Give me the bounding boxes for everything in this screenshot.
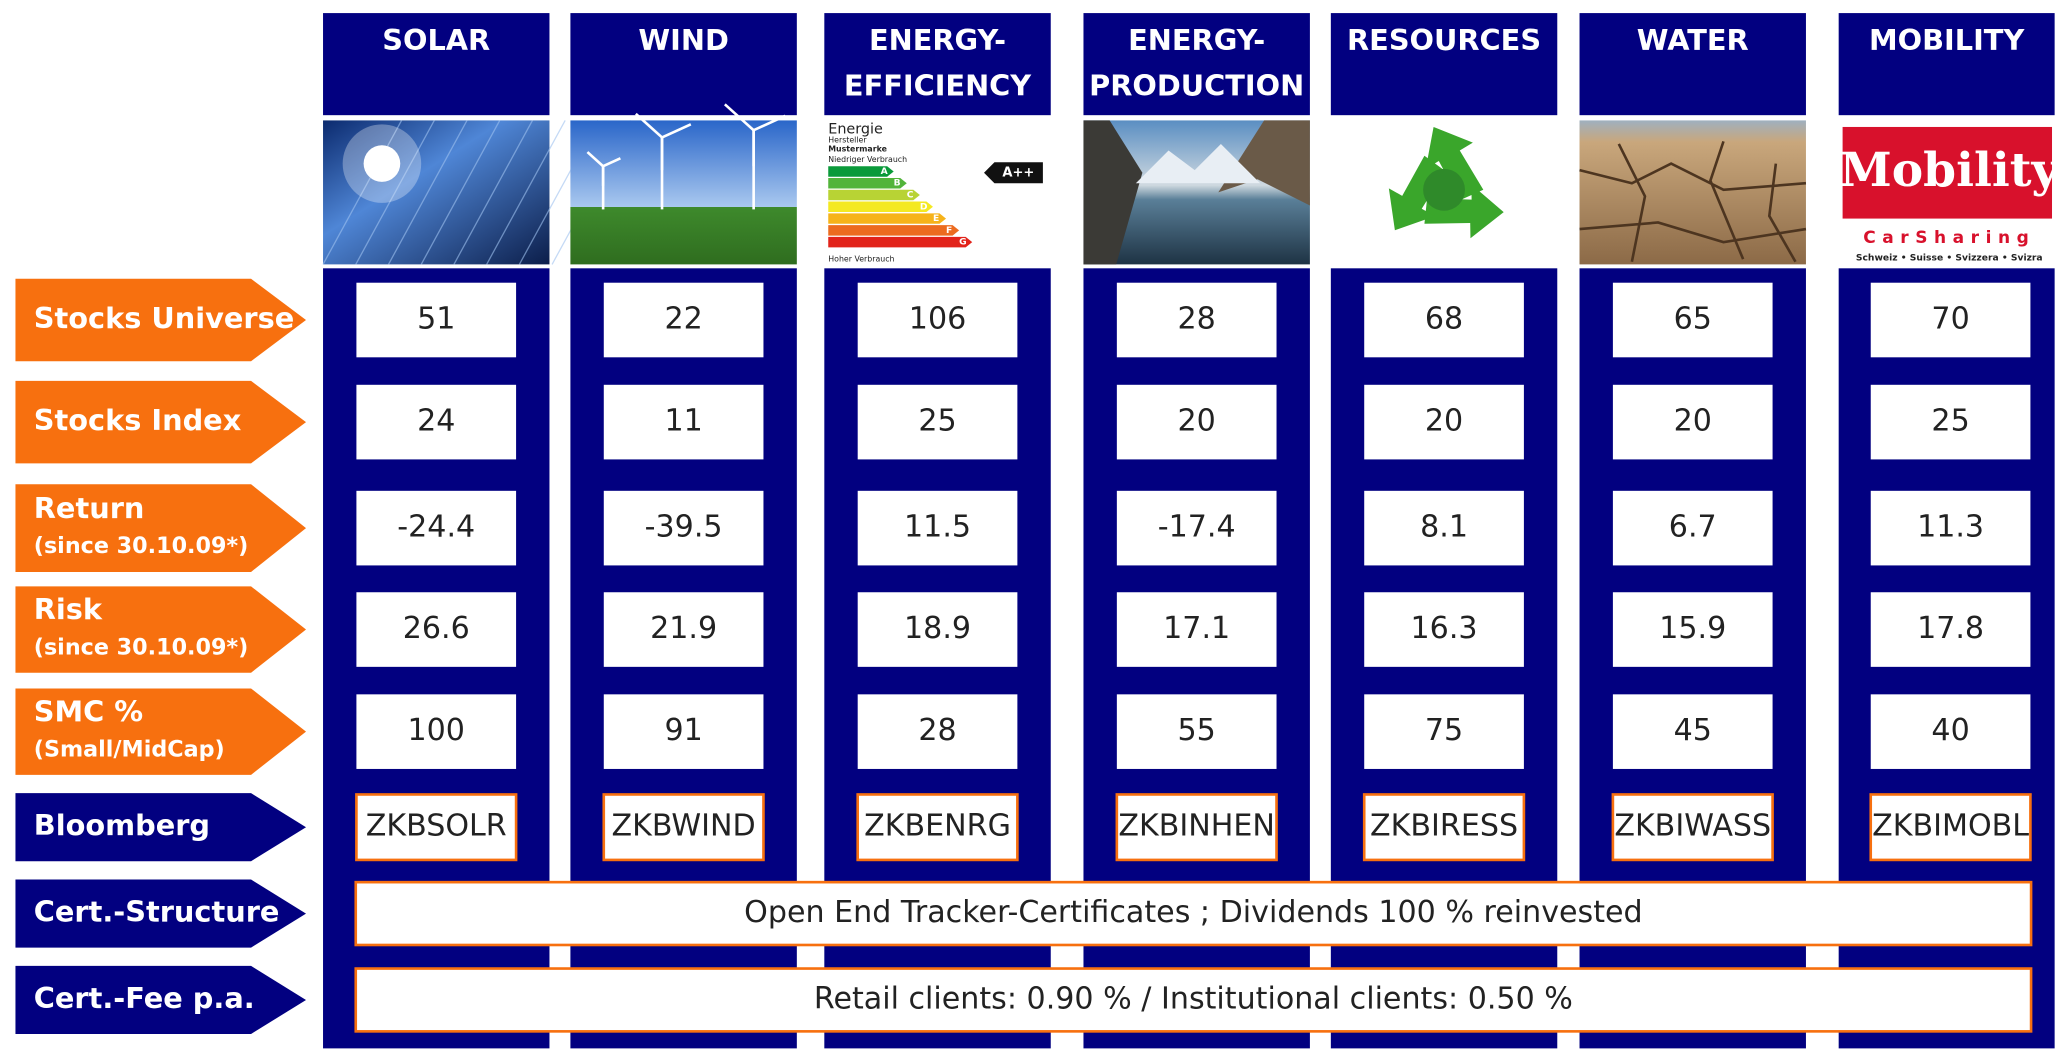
label-text: Hoher Verbrauch <box>828 255 894 264</box>
value: 6.7 <box>1669 510 1717 545</box>
value: 24 <box>417 404 455 439</box>
class-letter: A <box>881 166 889 177</box>
row-label: Risk <box>34 592 103 626</box>
class-bar <box>828 213 946 223</box>
ticker: ZKBWIND <box>611 809 755 844</box>
class-letter: D <box>920 201 928 212</box>
row-label: Return <box>34 491 145 525</box>
value: -24.4 <box>397 510 475 545</box>
row-label: Stocks Universe <box>34 301 294 335</box>
row-label: Cert.-Structure <box>34 895 280 929</box>
column-title: RESOURCES <box>1347 23 1541 57</box>
value: 22 <box>664 302 702 337</box>
value: 28 <box>1178 302 1216 337</box>
class-letter: C <box>907 190 914 201</box>
value: 45 <box>1674 713 1712 748</box>
value: 16.3 <box>1411 611 1478 646</box>
column-title: ENERGY- <box>869 23 1006 57</box>
value: 100 <box>408 713 465 748</box>
value: 17.1 <box>1163 611 1230 646</box>
value: -17.4 <box>1158 510 1236 545</box>
ticker: ZKBINHEN <box>1118 809 1275 844</box>
row-note: (since 30.10.09*) <box>34 634 249 660</box>
ticker: ZKBIMOBL <box>1872 809 2029 844</box>
column-title: PRODUCTION <box>1089 69 1304 103</box>
value: 55 <box>1178 713 1216 748</box>
value: 75 <box>1425 713 1463 748</box>
span-text: Retail clients: 0.90 % / Institutional c… <box>814 981 1573 1016</box>
ticker: ZKBIRESS <box>1370 809 1518 844</box>
value: -39.5 <box>645 510 723 545</box>
label-text: Mustermarke <box>828 145 887 154</box>
value: 11.5 <box>904 510 971 545</box>
column-title: WATER <box>1637 23 1749 57</box>
logo-tagline: CarSharing <box>1863 228 2035 248</box>
span-text: Open End Tracker-Certificates ; Dividend… <box>744 895 1642 930</box>
column-title: ENERGY- <box>1128 23 1265 57</box>
label-text: Niedriger Verbrauch <box>828 155 907 164</box>
row-label: SMC % <box>34 694 143 728</box>
value: 106 <box>909 302 966 337</box>
globe <box>1423 169 1465 211</box>
value: 25 <box>1931 404 1969 439</box>
class-letter: F <box>946 225 952 236</box>
logo-languages: Schweiz • Suisse • Svizzera • Svizra <box>1856 252 2043 263</box>
column-title: EFFICIENCY <box>844 69 1032 103</box>
class-letter: G <box>959 237 967 248</box>
page: SOLAR WIND ENERGY- EFFICIENCY ENERGY- PRODUCT… <box>0 0 2057 1051</box>
ticker: ZKBIWASS <box>1614 809 1771 844</box>
class-bar <box>828 225 959 235</box>
label-text: Hersteller <box>828 136 867 145</box>
column-title: SOLAR <box>382 23 490 57</box>
rating: A++ <box>1002 165 1034 180</box>
value: 68 <box>1425 302 1463 337</box>
logo-name: Mobility <box>1840 143 2057 198</box>
value: 20 <box>1178 404 1216 439</box>
row-note: (since 30.10.09*) <box>34 533 249 559</box>
value: 25 <box>918 404 956 439</box>
class-letter: E <box>933 213 939 224</box>
value: 21.9 <box>650 611 717 646</box>
ticker: ZKBSOLR <box>366 809 507 844</box>
value: 15.9 <box>1659 611 1726 646</box>
value: 40 <box>1931 713 1969 748</box>
value: 18.9 <box>904 611 971 646</box>
value: 20 <box>1425 404 1463 439</box>
value: 65 <box>1674 302 1712 337</box>
column-title: WIND <box>638 23 728 57</box>
value: 91 <box>664 713 702 748</box>
value: 11.3 <box>1917 510 1984 545</box>
value: 8.1 <box>1420 510 1468 545</box>
value: 70 <box>1931 302 1969 337</box>
row-label: Stocks Index <box>34 403 242 437</box>
value: 11 <box>664 404 702 439</box>
column-title: MOBILITY <box>1869 23 2025 57</box>
class-bar <box>828 237 972 247</box>
value: 51 <box>417 302 455 337</box>
ticker: ZKBENRG <box>864 809 1011 844</box>
row-label: Cert.-Fee p.a. <box>34 981 255 1015</box>
value: 26.6 <box>403 611 470 646</box>
value: 28 <box>918 713 956 748</box>
class-letter: B <box>894 178 901 189</box>
row-note: (Small/MidCap) <box>34 736 225 762</box>
sun-glow <box>343 124 422 203</box>
row-label: Bloomberg <box>34 808 210 842</box>
class-bar <box>828 202 933 212</box>
value: 20 <box>1674 404 1712 439</box>
value: 17.8 <box>1917 611 1984 646</box>
